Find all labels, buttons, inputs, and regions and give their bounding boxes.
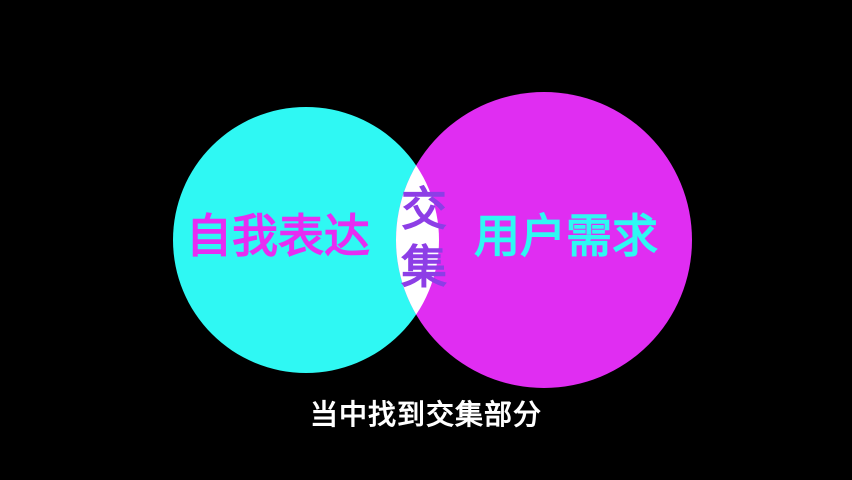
left-circle: [173, 107, 439, 373]
left-set-label: 自我表达: [186, 209, 370, 263]
intersection-label-bottom: 集: [400, 240, 447, 294]
right-circle: [396, 92, 692, 388]
intersection-label-top: 交: [401, 182, 447, 236]
right-set-label: 用户需求: [474, 209, 658, 263]
subtitle-caption: 当中找到交集部分: [309, 398, 542, 431]
